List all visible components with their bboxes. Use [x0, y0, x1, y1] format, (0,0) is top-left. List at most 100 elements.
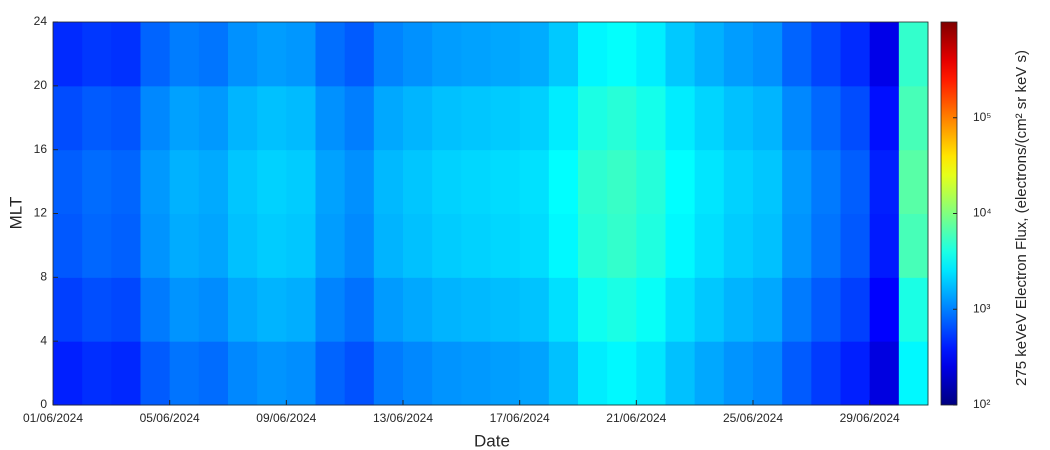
heatmap-cell	[198, 149, 229, 214]
heatmap-cell	[811, 341, 841, 406]
heatmap-cell	[53, 341, 83, 406]
heatmap-cell	[694, 22, 725, 87]
heatmap-cell	[723, 149, 754, 214]
heatmap-cell	[548, 277, 579, 342]
heatmap-cell	[228, 277, 258, 342]
heatmap-cell	[257, 213, 287, 278]
heatmap-cell	[753, 277, 783, 342]
heatmap-cell	[782, 213, 812, 278]
heatmap-cell	[548, 341, 579, 406]
heatmap-cell	[723, 277, 754, 342]
heatmap-cell	[636, 22, 666, 87]
heatmap-cell	[315, 22, 346, 87]
heatmap-cell	[753, 22, 783, 87]
heatmap-cell	[869, 85, 900, 151]
heatmap-cell	[373, 213, 404, 278]
heatmap-cell	[578, 277, 608, 342]
heatmap-cell	[519, 149, 550, 214]
y-tick-label: 24	[34, 14, 48, 28]
heatmap-cell	[753, 341, 783, 406]
heatmap-cell	[373, 149, 404, 214]
heatmap-cell	[169, 22, 200, 87]
heatmap-cell	[753, 149, 783, 214]
heatmap-cell	[636, 85, 666, 151]
heatmap-cell	[432, 277, 462, 342]
heatmap-cell	[111, 277, 141, 342]
heatmap-cell	[898, 213, 929, 278]
heatmap-cell	[898, 22, 929, 87]
heatmap-cell	[753, 213, 783, 278]
heatmap-cell	[286, 22, 316, 87]
heatmap-cell	[373, 85, 404, 151]
colorbar-tick-label: 10⁴	[973, 206, 992, 220]
heatmap-cell	[344, 149, 375, 214]
heatmap-cell	[898, 341, 929, 406]
heatmap-cell	[140, 85, 171, 151]
heatmap-cell	[228, 85, 258, 151]
heatmap-cell	[228, 149, 258, 214]
heatmap-cell	[461, 341, 491, 406]
heatmap-cell	[898, 85, 929, 151]
heatmap-cell	[169, 341, 200, 406]
heatmap-cell	[869, 149, 900, 214]
y-tick-label: 8	[40, 270, 47, 284]
heatmap-cell	[869, 213, 900, 278]
heatmap-cell	[490, 213, 521, 278]
y-tick-label: 0	[40, 397, 47, 411]
heatmap-cell	[811, 277, 841, 342]
heatmap-cell	[403, 149, 433, 214]
heatmap-cell	[286, 213, 316, 278]
heatmap-cell	[257, 85, 287, 151]
heatmap-cell	[198, 213, 229, 278]
colorbar-label: 275 keVeV Electron Flux, (electrons/(cm²…	[1013, 50, 1030, 386]
heatmap-cell	[257, 149, 287, 214]
heatmap-cell	[782, 85, 812, 151]
heatmap-cell	[111, 149, 141, 214]
heatmap-cell	[548, 213, 579, 278]
heatmap-cell	[694, 341, 725, 406]
heatmap-cell	[665, 22, 696, 87]
heatmap-cell	[315, 85, 346, 151]
heatmap-cell	[782, 341, 812, 406]
heatmap-cell	[519, 341, 550, 406]
heatmap-cell	[665, 277, 696, 342]
heatmap-cell	[840, 277, 871, 342]
heatmap-cell	[286, 149, 316, 214]
y-tick-label: 16	[34, 142, 48, 156]
heatmap-cell	[753, 85, 783, 151]
heatmap-cell	[607, 22, 637, 87]
heatmap-cell	[869, 22, 900, 87]
heatmap-cell	[403, 213, 433, 278]
heatmap-cell	[53, 149, 83, 214]
heatmap-cell	[53, 277, 83, 342]
heatmap-cell	[344, 85, 375, 151]
heatmap-cell	[315, 277, 346, 342]
heatmap-cell	[665, 85, 696, 151]
heatmap-cell	[82, 213, 112, 278]
heatmap-cell	[373, 341, 404, 406]
heatmap-cell	[840, 341, 871, 406]
heatmap-cell	[607, 213, 637, 278]
heatmap-cell	[169, 149, 200, 214]
heatmap-cell	[811, 149, 841, 214]
heatmap-cell	[140, 341, 171, 406]
heatmap-cell	[519, 213, 550, 278]
x-tick-label: 01/06/2024	[23, 411, 83, 425]
heatmap-cell	[286, 341, 316, 406]
heatmap-cell	[315, 149, 346, 214]
heatmap-cell	[490, 22, 521, 87]
heatmap-cell	[286, 277, 316, 342]
heatmap-cell	[607, 341, 637, 406]
heatmap-cell	[694, 85, 725, 151]
heatmap-cell	[490, 149, 521, 214]
heatmap-cell	[578, 341, 608, 406]
y-tick-label: 4	[40, 333, 47, 347]
heatmap-cell	[169, 277, 200, 342]
heatmap-cell	[198, 277, 229, 342]
heatmap-cell	[111, 22, 141, 87]
heatmap-cell	[869, 341, 900, 406]
heatmap-cell	[811, 85, 841, 151]
heatmap-cell	[82, 277, 112, 342]
heatmap-cell	[140, 277, 171, 342]
heatmap-cell	[169, 213, 200, 278]
